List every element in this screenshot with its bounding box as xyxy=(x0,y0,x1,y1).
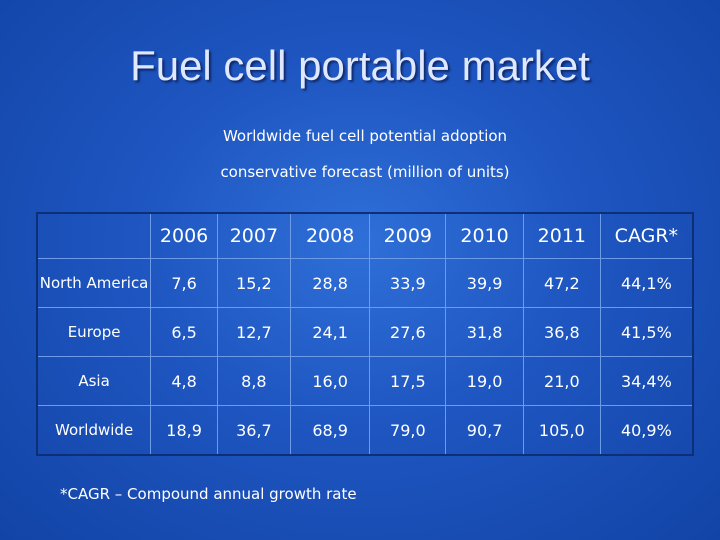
table-cell: 16,0 xyxy=(289,356,371,406)
subtitle-line-1: Worldwide fuel cell potential adoption xyxy=(222,127,508,145)
header-year: 2006 xyxy=(150,212,218,259)
header-year: 2008 xyxy=(289,212,371,259)
table-cell: 39,9 xyxy=(445,258,524,308)
table-cell: 44,1% xyxy=(599,258,694,308)
table-cell: 68,9 xyxy=(289,405,371,456)
header-year: 2009 xyxy=(369,212,447,259)
header-year: 2010 xyxy=(445,212,524,259)
table-cell: 36,8 xyxy=(522,307,601,357)
header-year: 2011 xyxy=(522,212,601,259)
table-cell: 28,8 xyxy=(289,258,371,308)
table-cell: 47,2 xyxy=(522,258,601,308)
row-label: Europe xyxy=(36,307,152,357)
table-cell: 6,5 xyxy=(150,307,218,357)
subtitle-line-2: conservative forecast (million of units) xyxy=(220,163,510,181)
header-year: 2007 xyxy=(217,212,291,259)
header-cagr: CAGR* xyxy=(599,212,694,259)
table-cell: 21,0 xyxy=(522,356,601,406)
table-cell: 15,2 xyxy=(217,258,291,308)
table-cell: 105,0 xyxy=(522,405,601,456)
table-row: North America 7,6 15,2 28,8 33,9 39,9 47… xyxy=(36,258,694,308)
row-label: Worldwide xyxy=(36,405,152,456)
table-cell: 41,5% xyxy=(599,307,694,357)
table-row: Worldwide 18,9 36,7 68,9 79,0 90,7 105,0… xyxy=(36,405,694,456)
forecast-table: 2006 2007 2008 2009 2010 2011 CAGR* Nort… xyxy=(36,212,694,456)
table-cell: 17,5 xyxy=(369,356,447,406)
table-cell: 7,6 xyxy=(150,258,218,308)
header-corner xyxy=(36,212,152,259)
table-cell: 19,0 xyxy=(445,356,524,406)
table-cell: 33,9 xyxy=(369,258,447,308)
table-cell: 34,4% xyxy=(599,356,694,406)
table-row: Europe 6,5 12,7 24,1 27,6 31,8 36,8 41,5… xyxy=(36,307,694,357)
table-cell: 79,0 xyxy=(369,405,447,456)
table-cell: 4,8 xyxy=(150,356,218,406)
table-cell: 8,8 xyxy=(217,356,291,406)
table-cell: 40,9% xyxy=(599,405,694,456)
footnote: *CAGR – Compound annual growth rate xyxy=(60,485,357,503)
table-cell: 27,6 xyxy=(369,307,447,357)
table-cell: 31,8 xyxy=(445,307,524,357)
row-label: North America xyxy=(36,258,152,308)
table-cell: 24,1 xyxy=(289,307,371,357)
table-row: Asia 4,8 8,8 16,0 17,5 19,0 21,0 34,4% xyxy=(36,356,694,406)
table-cell: 18,9 xyxy=(150,405,218,456)
slide-title: Fuel cell portable market xyxy=(130,42,590,89)
table-cell: 12,7 xyxy=(217,307,291,357)
row-label: Asia xyxy=(36,356,152,406)
table-cell: 90,7 xyxy=(445,405,524,456)
table-cell: 36,7 xyxy=(217,405,291,456)
header-row: 2006 2007 2008 2009 2010 2011 CAGR* xyxy=(36,212,694,259)
